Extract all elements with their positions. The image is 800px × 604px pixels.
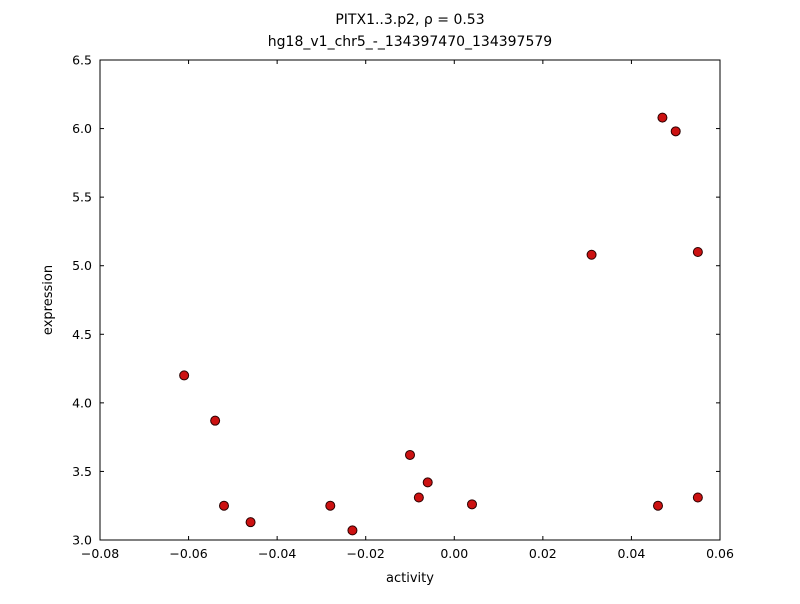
x-tick-label: 0.02 bbox=[529, 546, 557, 561]
y-tick-label: 6.0 bbox=[72, 121, 92, 136]
y-tick-label: 5.0 bbox=[72, 258, 92, 273]
x-tick-label: −0.08 bbox=[81, 546, 119, 561]
x-axis-label: activity bbox=[386, 571, 434, 586]
x-tick-label: −0.06 bbox=[169, 546, 207, 561]
data-point bbox=[413, 492, 424, 503]
plot-area bbox=[99, 59, 721, 541]
x-tick-label: 0.00 bbox=[440, 546, 468, 561]
data-point bbox=[657, 112, 668, 123]
data-point bbox=[692, 492, 703, 503]
x-tick-label: 0.04 bbox=[618, 546, 646, 561]
data-point bbox=[586, 249, 597, 260]
x-tick-label: −0.04 bbox=[258, 546, 296, 561]
y-tick-label: 4.0 bbox=[72, 395, 92, 410]
y-tick-label: 4.5 bbox=[72, 327, 92, 342]
ticks-layer: −0.08 −0.06 −0.04 −0.02 0.00 0.02 0.04 0.06 3.0 3… bbox=[72, 53, 734, 562]
data-point bbox=[179, 370, 190, 381]
data-point bbox=[210, 415, 221, 426]
data-point bbox=[670, 126, 681, 137]
y-tick-label: 6.5 bbox=[72, 53, 92, 68]
chart-title-line1: PITX1..3.p2, ρ = 0.53 bbox=[335, 12, 484, 28]
data-point bbox=[347, 525, 358, 536]
data-point bbox=[653, 500, 663, 511]
x-tick-label: −0.02 bbox=[347, 546, 385, 561]
data-point bbox=[245, 517, 256, 528]
points-layer bbox=[179, 112, 703, 536]
y-tick-label: 5.5 bbox=[72, 190, 92, 205]
y-axis-label: expression bbox=[41, 265, 56, 335]
y-tick-label: 3.5 bbox=[72, 464, 92, 479]
data-point bbox=[692, 247, 703, 257]
y-tick-label: 3.0 bbox=[72, 533, 92, 548]
data-point bbox=[219, 500, 229, 511]
data-point bbox=[405, 449, 415, 460]
x-tick-label: 0.06 bbox=[706, 546, 734, 561]
data-point bbox=[467, 499, 477, 510]
data-point bbox=[422, 477, 433, 488]
data-point bbox=[325, 500, 336, 511]
chart-title-line2: hg18_v1_chr5_-_134397470_134397579 bbox=[268, 34, 552, 50]
